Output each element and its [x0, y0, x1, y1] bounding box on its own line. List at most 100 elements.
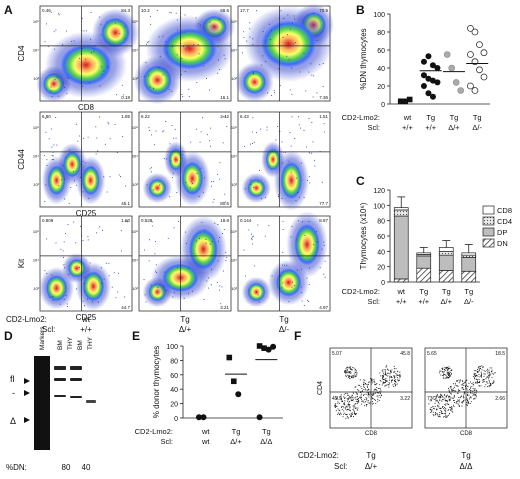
flow-event-dot [373, 392, 375, 394]
flow-event-dot [368, 394, 370, 396]
flow-event-dot [449, 375, 450, 377]
flow-event-dot [346, 394, 348, 396]
data-point [476, 66, 483, 74]
flow-event-dot [148, 239, 150, 241]
flow-event-dot [363, 381, 365, 383]
flow-event-dot [438, 407, 440, 409]
flow-event-dot [469, 389, 470, 391]
flow-event-dot [347, 417, 349, 419]
flow-event-dot [343, 393, 345, 395]
flow-event-dot [384, 373, 386, 375]
flow-event-dot [369, 401, 371, 403]
flow-event-dot [488, 380, 490, 382]
quadrant-value-ur: 2.42 [220, 114, 229, 119]
flow-event-dot [349, 413, 351, 415]
flow-event-dot [341, 409, 343, 410]
bar-segment-dn [393, 278, 409, 283]
flow-event-dot [344, 412, 346, 414]
flow-event-dot [209, 21, 211, 23]
flow-event-dot [54, 48, 56, 50]
flow-event-dot [382, 382, 384, 384]
flow-event-dot [348, 371, 350, 373]
flow-event-dot [334, 407, 336, 408]
quadrant-value-ll: 73.2 [427, 396, 437, 402]
flow-event-dot [212, 201, 214, 203]
flow-event-dot [148, 74, 149, 76]
flow-event-dot [397, 379, 399, 381]
x-group-label-1: Tg [473, 113, 482, 122]
flow-event-dot [446, 400, 448, 401]
flow-event-dot [51, 274, 53, 276]
flow-event-dot [372, 397, 374, 399]
flow-event-dot [155, 270, 157, 272]
flow-event-dot [442, 374, 444, 376]
flow-event-dot [380, 394, 382, 396]
flow-event-dot [457, 403, 459, 405]
flow-event-dot [437, 401, 439, 403]
flow-event-dot [442, 406, 444, 407]
data-point [429, 93, 436, 100]
flow-event-dot [200, 131, 202, 133]
flow-event-dot [289, 28, 291, 30]
data-point [471, 87, 479, 94]
flow-event-dot [52, 300, 54, 302]
flow-event-dot [335, 403, 337, 405]
flow-event-dot [293, 285, 295, 286]
flow-event-dot [364, 379, 366, 381]
quadrant-value-ur: 58.6 [220, 8, 229, 13]
flow-event-dot [96, 232, 97, 234]
flow-event-dot [341, 405, 343, 407]
flow-event-dot [357, 389, 359, 391]
flow-event-dot [145, 43, 147, 45]
flow-event-dot [445, 377, 447, 379]
flow-event-dot [384, 372, 386, 374]
flow-event-dot [482, 380, 484, 382]
flow-event-dot [384, 381, 386, 383]
flow-event-dot [149, 168, 151, 170]
flow-event-dot [474, 398, 476, 400]
flow-event-dot [438, 406, 440, 408]
flow-event-dot [117, 291, 119, 293]
flow-event-dot [51, 159, 53, 160]
flow-event-dot [360, 397, 362, 398]
flow-event-dot [433, 415, 435, 417]
flow-event-dot [367, 394, 369, 396]
flow-event-dot [71, 41, 73, 43]
flow-event-dot [364, 388, 366, 390]
flow-event-dot [384, 369, 386, 371]
flow-event-dot [151, 171, 152, 173]
flow-event-dot [478, 379, 480, 380]
flow-event-dot [336, 398, 337, 400]
flow-event-dot [345, 417, 347, 419]
flow-event-dot [106, 65, 108, 67]
flow-event-dot [449, 395, 451, 397]
flow-event-dot [469, 398, 471, 400]
flow-event-dot [303, 197, 305, 198]
flow-event-dot [382, 369, 384, 371]
flow-event-dot [49, 296, 50, 298]
flow-event-dot [199, 238, 200, 239]
flow-event-dot [363, 383, 365, 385]
flow-event-dot [46, 159, 48, 161]
flow-event-dot [253, 235, 254, 237]
flow-event-dot [274, 92, 276, 94]
flow-event-dot [101, 66, 103, 68]
flow-event-dot [349, 396, 351, 398]
flow-event-dot [445, 400, 447, 402]
flow-event-dot [51, 96, 53, 98]
x-group-label-2: Δ/Δ [260, 437, 272, 446]
flow-event-dot [481, 376, 483, 378]
flow-event-dot [173, 292, 175, 294]
flow-event-dot [308, 176, 310, 178]
flow-event-dot [261, 198, 262, 200]
flow-event-dot [447, 373, 449, 375]
flow-event-dot [483, 379, 484, 380]
quadrant-value-ul: 0.144 [240, 218, 252, 223]
x-group-label-1: wt [397, 287, 406, 296]
flow-event-dot [347, 408, 349, 410]
flow-event-dot [390, 371, 392, 372]
flow-event-dot [467, 401, 469, 403]
flow-event-dot [295, 177, 297, 179]
flow-event-dot [453, 404, 454, 406]
